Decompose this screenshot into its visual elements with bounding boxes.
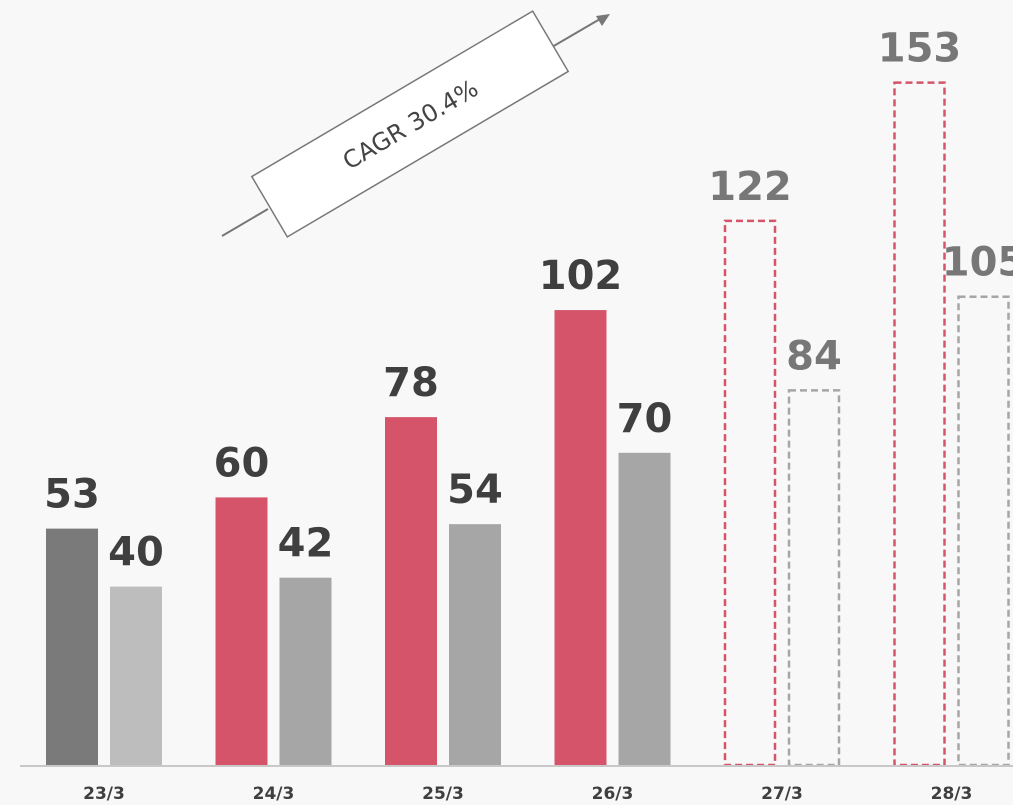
cagr-arrowhead: [596, 14, 610, 26]
x-tick-label-24-3: 24/3: [253, 784, 295, 804]
x-tick-label-28-3: 28/3: [931, 784, 973, 804]
data-label-24-3-series-1: 60: [214, 440, 270, 486]
cagr-annotation: CAGR 30.4%: [221, 10, 610, 238]
cagr-label-box: [250, 10, 570, 238]
bar-28-3-series-2: [957, 295, 1010, 767]
data-label-23-3-series-2: 40: [108, 530, 164, 576]
bar-27-3-series-1: [723, 219, 777, 767]
cagr-arrow-head-line: [551, 18, 601, 48]
bar-26-3-series-2: [618, 452, 671, 765]
bar-23-3-series-1: [46, 528, 98, 765]
bar-24-3-series-1: [215, 497, 268, 765]
data-label-25-3-series-2: 54: [447, 467, 503, 513]
data-label-23-3-series-1: 53: [44, 472, 100, 518]
data-label-27-3-series-2: 84: [786, 333, 842, 379]
x-tick-label-27-3: 27/3: [761, 784, 803, 804]
bar-23-3-series-2: [110, 586, 162, 765]
x-axis-ticks: 23/3 24/3 25/3 26/3 27/3 28/3: [83, 784, 972, 804]
bar-24-3-series-2: [279, 577, 332, 765]
x-tick-label-23-3: 23/3: [83, 784, 125, 804]
data-label-28-3-series-2: 105: [942, 240, 1013, 286]
data-label-27-3-series-1: 122: [708, 164, 792, 210]
data-label-26-3-series-1: 102: [539, 253, 623, 299]
data-label-28-3-series-1: 153: [878, 26, 962, 72]
bar-25-3-series-2: [449, 524, 501, 765]
cagr-arrow-tail: [221, 208, 269, 237]
bar-26-3-series-1: [554, 310, 607, 765]
data-label-26-3-series-2: 70: [617, 396, 673, 442]
bar-27-3-series-2: [787, 389, 841, 767]
bar-28-3-series-1: [893, 81, 946, 767]
bar-25-3-series-1: [385, 417, 437, 765]
x-tick-label-25-3: 25/3: [422, 784, 464, 804]
data-label-24-3-series-2: 42: [278, 521, 334, 567]
data-label-25-3-series-1: 78: [383, 360, 439, 406]
x-tick-label-26-3: 26/3: [592, 784, 634, 804]
